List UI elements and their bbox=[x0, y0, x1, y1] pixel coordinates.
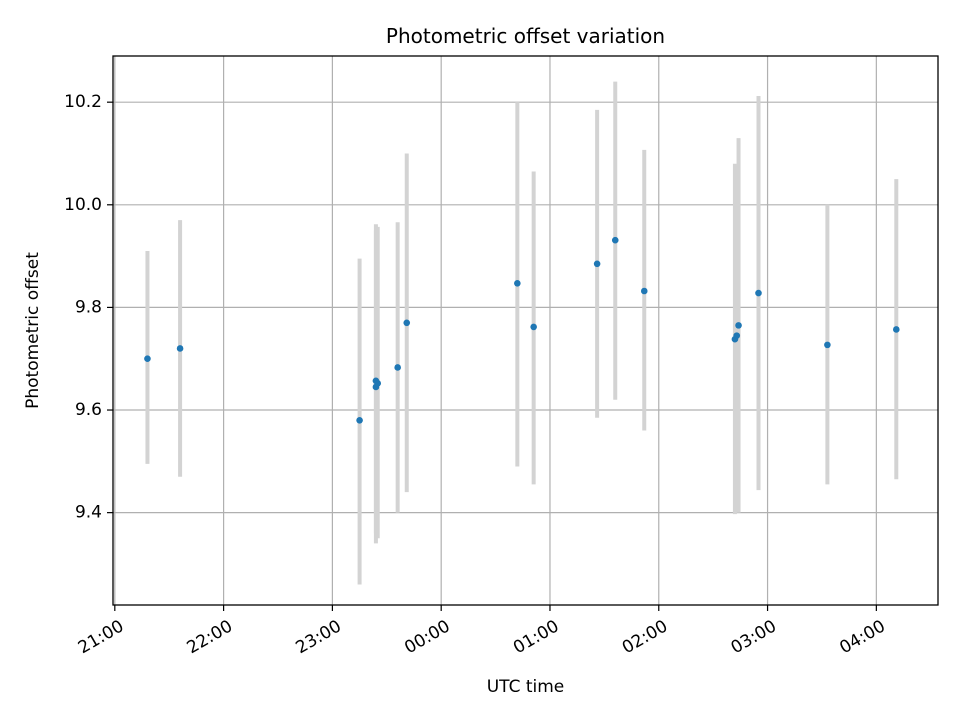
data-point bbox=[176, 345, 184, 352]
grid bbox=[113, 56, 938, 605]
x-tick-label: 00:00 bbox=[401, 616, 453, 658]
axes-frame bbox=[112, 55, 939, 606]
x-ticks: 21:00 22:00 23:00 00:00 01:00 02:00 03:00 04:00 bbox=[75, 605, 889, 658]
y-ticks: 9.4 9.6 9.8 10.0 10.2 bbox=[64, 92, 113, 523]
x-tick-label: 22:00 bbox=[184, 616, 236, 658]
y-tick-label: 9.8 bbox=[75, 297, 102, 317]
data-point bbox=[514, 279, 521, 287]
data-point bbox=[356, 416, 363, 424]
chart-title: Photometric offset variation bbox=[386, 24, 665, 48]
data-point bbox=[593, 260, 601, 268]
y-tick-label: 9.6 bbox=[75, 400, 102, 420]
markers bbox=[144, 236, 900, 424]
data-point bbox=[640, 287, 648, 295]
data-point bbox=[735, 322, 742, 329]
data-point bbox=[892, 326, 900, 333]
errorbars bbox=[145, 81, 899, 585]
data-point bbox=[394, 364, 401, 371]
x-tick-label: 04:00 bbox=[836, 616, 888, 658]
y-axis-label: Photometric offset bbox=[23, 252, 43, 409]
data-point bbox=[733, 332, 741, 339]
y-tick-label: 10.2 bbox=[64, 92, 102, 112]
data-point bbox=[530, 323, 537, 331]
data-point bbox=[374, 380, 382, 387]
x-tick-label: 01:00 bbox=[510, 616, 562, 658]
data-point bbox=[824, 341, 831, 349]
data-point bbox=[755, 289, 762, 297]
y-tick-label: 10.0 bbox=[64, 195, 102, 215]
x-tick-label: 02:00 bbox=[619, 616, 671, 658]
data-point bbox=[144, 355, 151, 363]
x-axis-label: UTC time bbox=[487, 677, 565, 697]
y-tick-label: 9.4 bbox=[75, 503, 102, 523]
x-tick-label: 23:00 bbox=[292, 616, 344, 658]
x-tick-label: 21:00 bbox=[75, 616, 127, 658]
data-point bbox=[403, 319, 411, 327]
data-point bbox=[611, 236, 619, 244]
x-tick-label: 03:00 bbox=[728, 616, 780, 658]
